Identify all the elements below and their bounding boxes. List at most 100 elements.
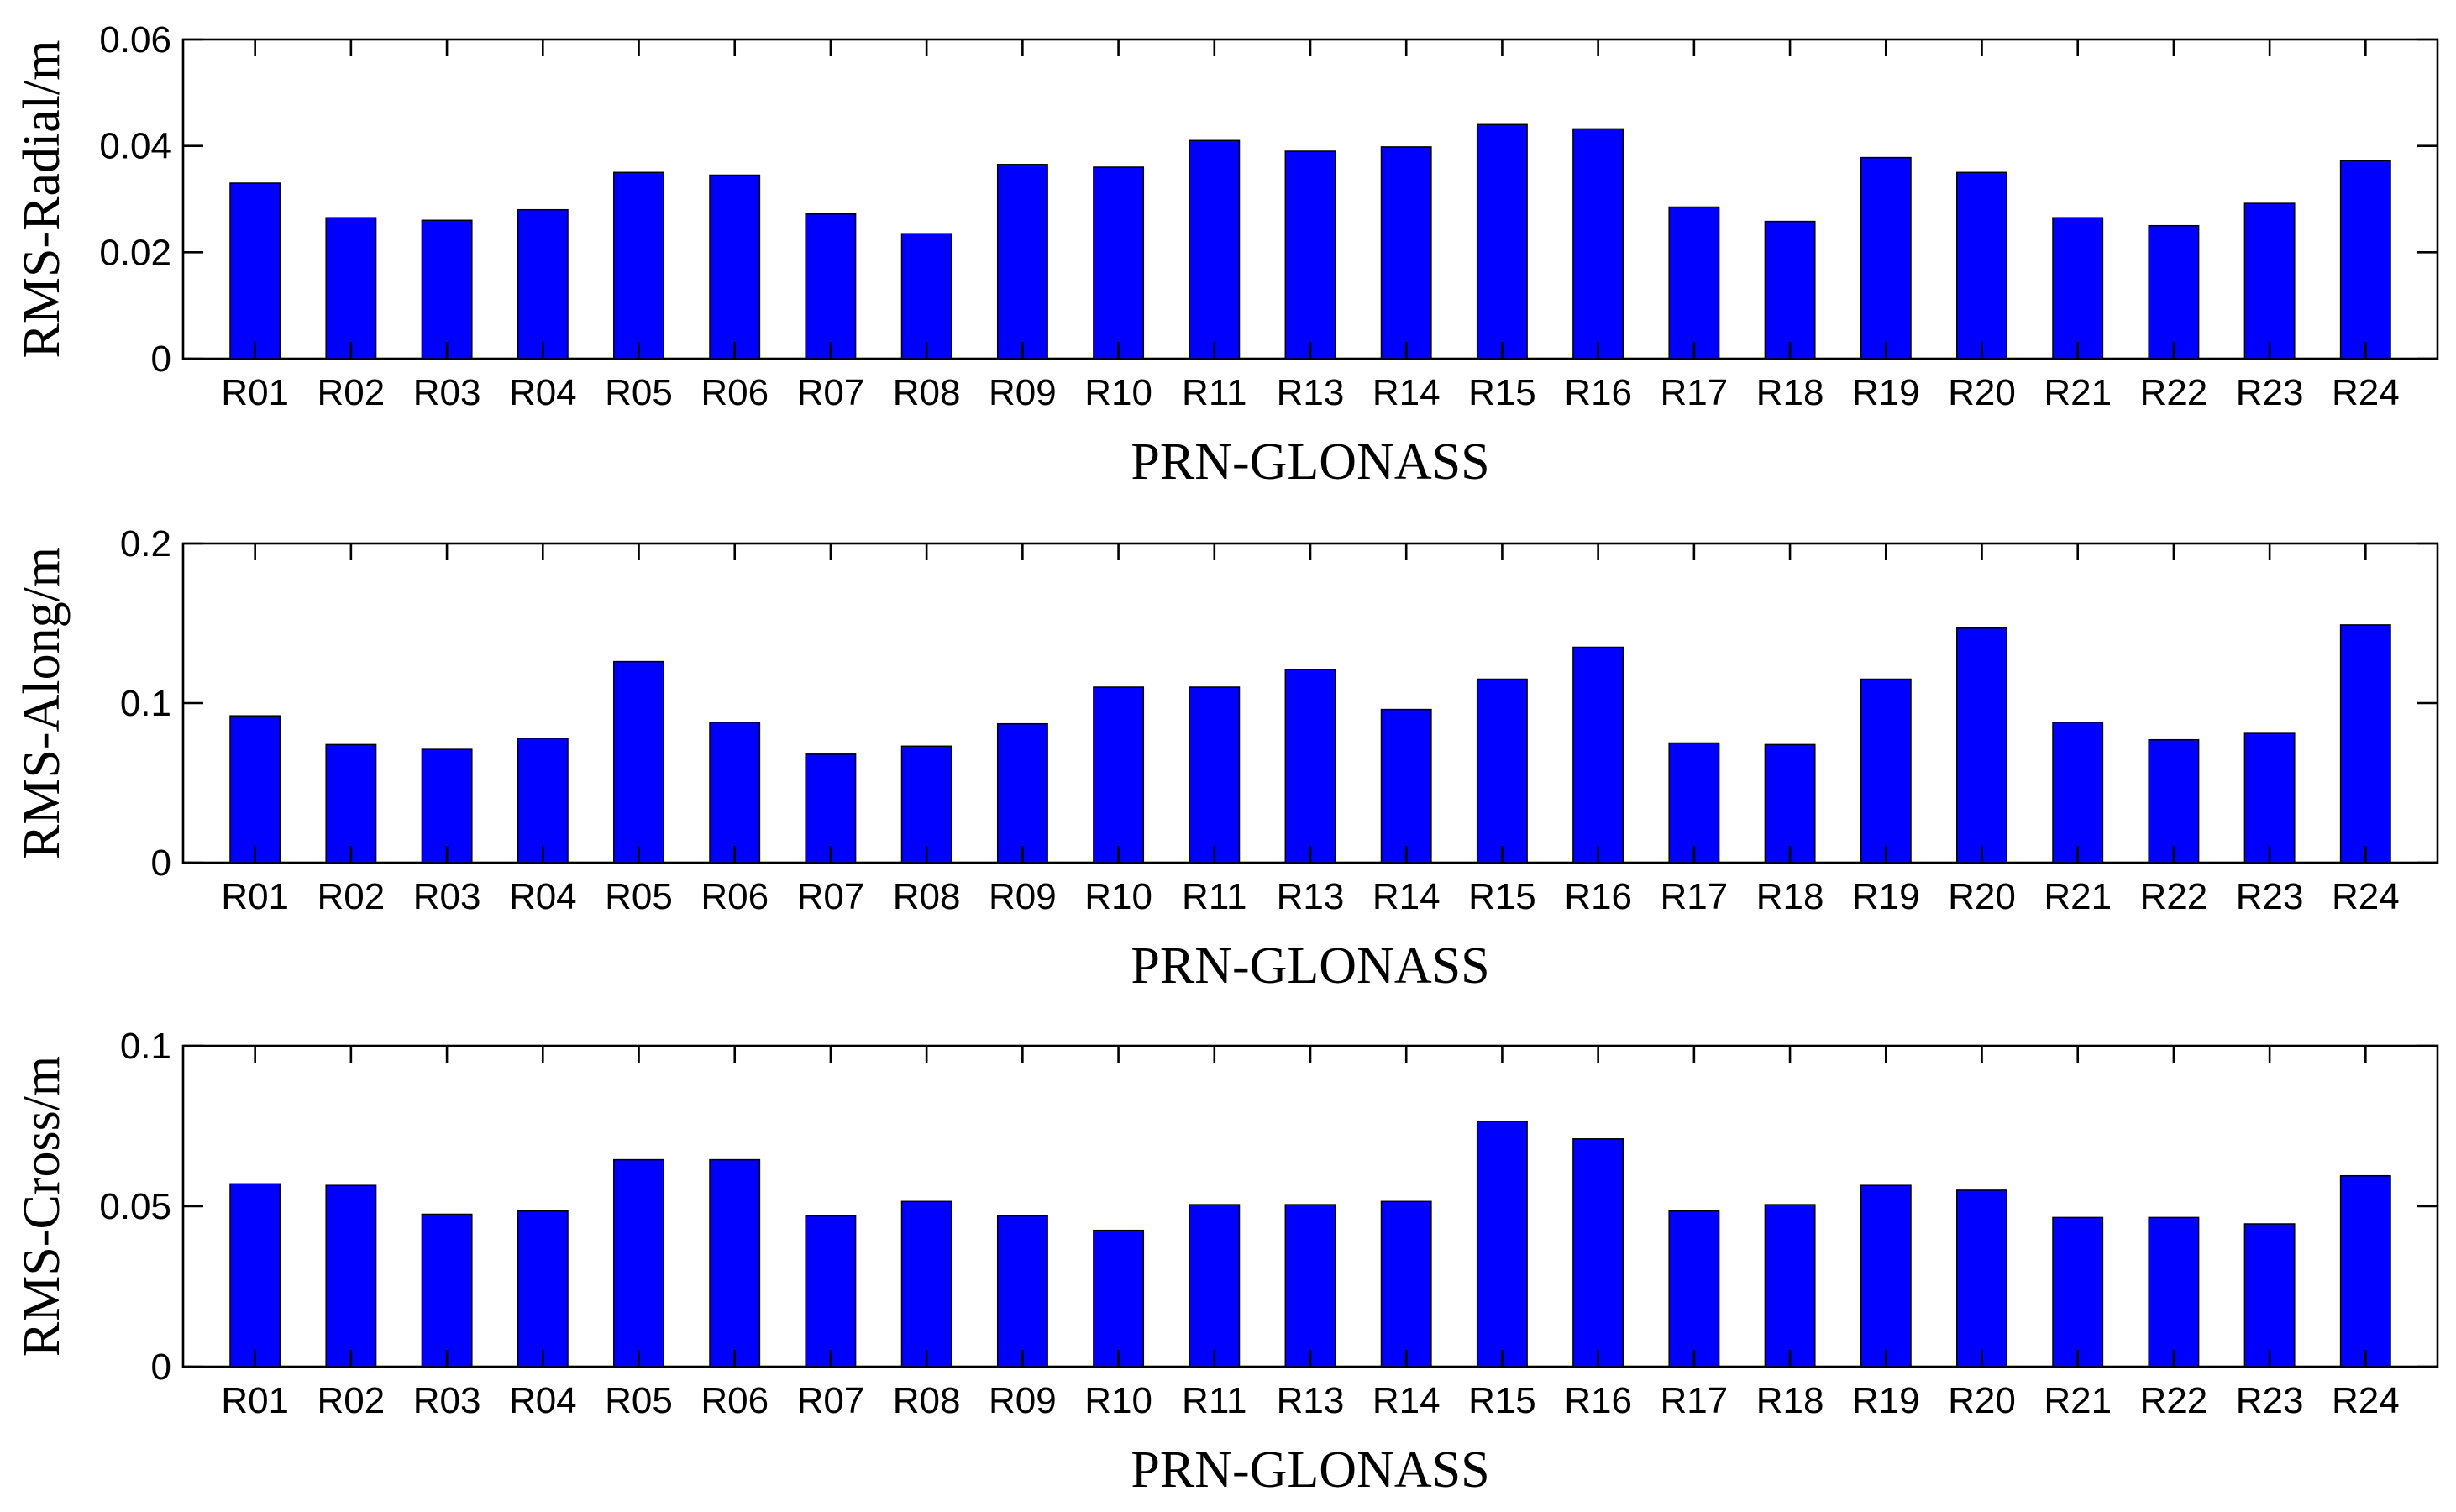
x-tick-label: R06	[701, 1380, 769, 1421]
x-tick-label: R23	[2236, 876, 2304, 917]
bar-r08	[900, 233, 952, 360]
bar-r02	[325, 743, 377, 864]
x-tick-label: R18	[1756, 1380, 1824, 1421]
x-axis-title: PRN-GLONASS	[1131, 937, 1489, 995]
x-tick-label: R08	[893, 876, 961, 917]
bar-r17	[1668, 742, 1720, 864]
bar-r15	[1476, 123, 1528, 360]
bar-r15	[1476, 678, 1528, 864]
bar-r03	[421, 1213, 473, 1368]
x-tick-label: R10	[1084, 372, 1152, 413]
x-tick-label: R03	[413, 1380, 481, 1421]
x-tick-label: R10	[1084, 876, 1152, 917]
x-tick-label: R02	[317, 1380, 386, 1421]
x-tick-label: R20	[1948, 372, 2016, 413]
bar-r04	[517, 208, 569, 360]
x-tick-label: R17	[1660, 876, 1728, 917]
y-tick-label: 0.1	[120, 683, 171, 724]
bar-r23	[2243, 732, 2296, 864]
bar-r13	[1284, 150, 1336, 360]
bar-r07	[805, 213, 857, 360]
bar-r14	[1380, 1200, 1432, 1368]
bar-r01	[229, 715, 281, 864]
y-tick-label: 0.05	[99, 1186, 171, 1227]
y-tick-label: 0.1	[120, 1026, 171, 1067]
x-tick-label: R23	[2236, 1380, 2304, 1421]
y-tick-label: 0.04	[99, 126, 171, 167]
bar-r19	[1860, 678, 1912, 864]
x-tick-label: R16	[1564, 372, 1632, 413]
x-tick-label: R14	[1372, 372, 1441, 413]
x-tick-label: R18	[1756, 372, 1824, 413]
x-tick-label: R13	[1277, 876, 1345, 917]
bar-r19	[1860, 156, 1912, 360]
x-tick-label: R04	[509, 1380, 577, 1421]
bar-r09	[996, 164, 1048, 360]
y-axis-title: RMS-Along/m	[13, 547, 71, 859]
bar-r17	[1668, 1210, 1720, 1368]
x-tick-label: R03	[413, 372, 481, 413]
bar-r04	[517, 1210, 569, 1368]
x-tick-label: R07	[797, 876, 865, 917]
bar-r16	[1572, 128, 1624, 360]
bar-r20	[1956, 1189, 2007, 1368]
x-tick-label: R21	[2044, 372, 2112, 413]
bar-r11	[1189, 686, 1241, 864]
bar-r05	[613, 660, 664, 864]
x-tick-label: R24	[2332, 372, 2400, 413]
bar-r07	[805, 1215, 857, 1368]
x-tick-label: R21	[2044, 1380, 2112, 1421]
x-tick-label: R19	[1852, 876, 1920, 917]
x-tick-label: R20	[1948, 876, 2016, 917]
x-tick-label: R11	[1182, 1380, 1246, 1421]
x-axis-title: PRN-GLONASS	[1131, 433, 1489, 491]
x-tick-label: R11	[1182, 372, 1246, 413]
x-tick-label: R22	[2140, 876, 2208, 917]
bar-r10	[1093, 166, 1145, 360]
x-tick-label: R13	[1277, 1380, 1345, 1421]
x-tick-label: R08	[893, 1380, 961, 1421]
bar-r22	[2148, 224, 2200, 360]
x-tick-label: R16	[1564, 1380, 1632, 1421]
bar-r14	[1380, 708, 1432, 864]
bar-r23	[2243, 1223, 2296, 1368]
x-tick-label: R02	[317, 372, 386, 413]
x-tick-label: R14	[1372, 1380, 1441, 1421]
bar-r08	[900, 1200, 952, 1368]
x-tick-label: R03	[413, 876, 481, 917]
bar-r16	[1572, 1138, 1624, 1368]
cross-rms-panel: R01 R02 R03 R04 R05 R06 R07 R08 R09 R10 R11 R13 R14 R…	[13, 1026, 2439, 1499]
x-tick-label: R05	[605, 372, 673, 413]
bar-r05	[613, 1158, 664, 1368]
bar-r18	[1764, 743, 1816, 864]
y-tick-label: 0.02	[99, 232, 171, 273]
x-tick-label: R06	[701, 876, 769, 917]
bar-r02	[325, 217, 377, 360]
y-tick-label: 0	[151, 339, 171, 380]
y-tick-label: 0.06	[99, 19, 171, 60]
x-tick-label: R10	[1084, 1380, 1152, 1421]
x-tick-label: R04	[509, 876, 577, 917]
bar-r09	[996, 722, 1048, 864]
bar-r21	[2052, 217, 2104, 360]
along-rms-panel: R01 R02 R03 R04 R05 R06 R07 R08 R09 R10 R11 R13 R14 R…	[13, 523, 2439, 995]
bar-r13	[1284, 1204, 1336, 1368]
bar-r15	[1476, 1121, 1528, 1368]
x-tick-label: R17	[1660, 372, 1728, 413]
x-tick-label: R05	[605, 876, 673, 917]
bar-r21	[2052, 722, 2104, 864]
bar-r11	[1189, 1204, 1241, 1368]
bar-r22	[2148, 738, 2200, 864]
bar-r20	[1956, 171, 2007, 360]
bar-r10	[1093, 1229, 1145, 1368]
bar-r09	[996, 1215, 1048, 1368]
x-tick-label: R20	[1948, 1380, 2016, 1421]
x-tick-label: R08	[893, 372, 961, 413]
x-tick-label: R22	[2140, 372, 2208, 413]
x-tick-label: R14	[1372, 876, 1441, 917]
bar-r22	[2148, 1216, 2200, 1368]
x-tick-label: R24	[2332, 1380, 2400, 1421]
x-tick-label: R06	[701, 372, 769, 413]
x-tick-label: R13	[1277, 372, 1345, 413]
bar-r07	[805, 753, 857, 864]
